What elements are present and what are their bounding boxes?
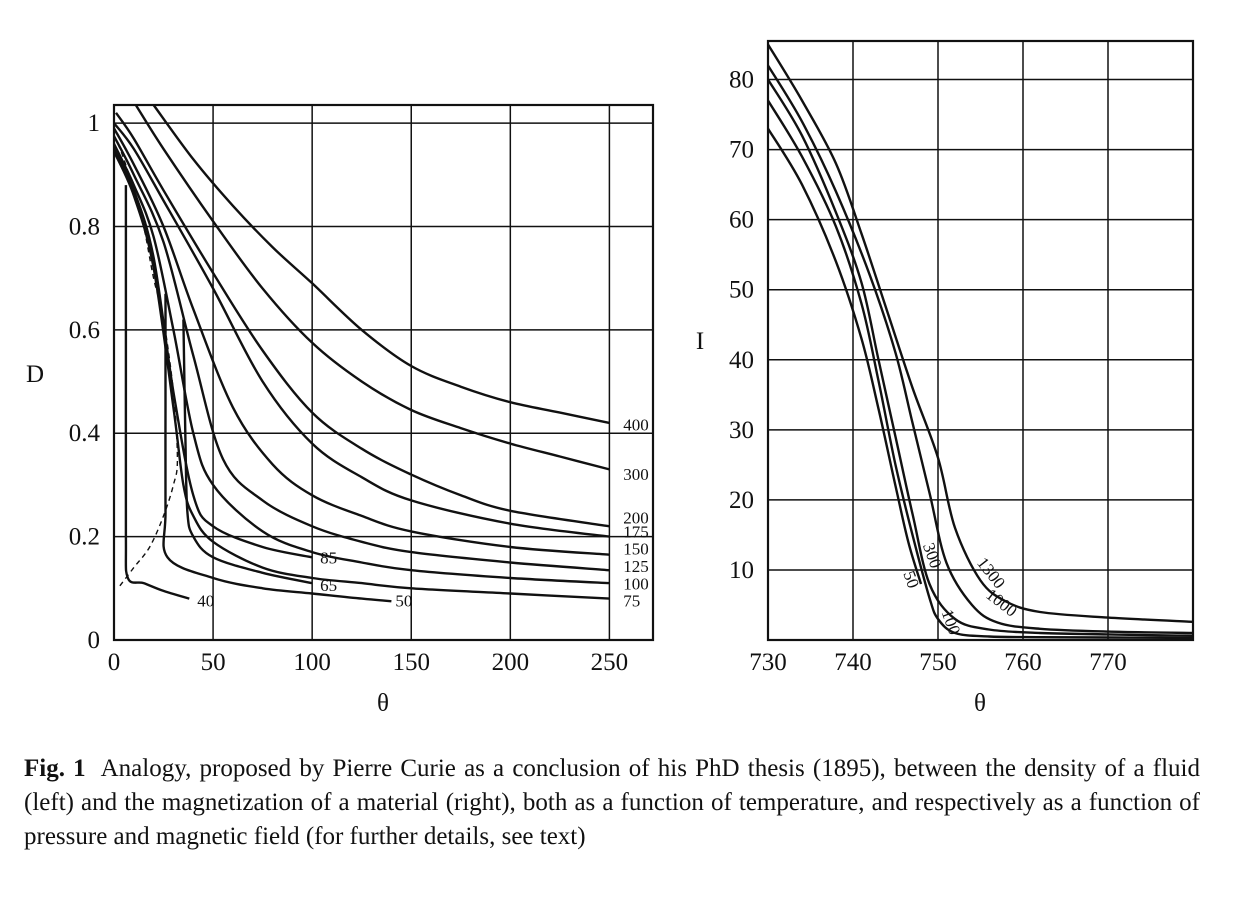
left-curve-65 [182,319,313,585]
right-y-tick-label: 50 [729,277,754,304]
right-y-tick-label: 60 [729,207,754,234]
right-curve-label-1300: 1300 [973,554,1009,592]
left-curve-label-100: 100 [623,574,649,593]
left-plot-frame [112,103,655,642]
right-curve-100 [766,99,1194,640]
left-x-tick-label: 250 [591,649,629,676]
left-curve-50 [162,293,392,603]
left-y-tick-label: 0.2 [69,524,100,551]
right-y-tick-label: 10 [729,557,754,584]
left-curve-label-65: 65 [320,576,337,595]
left-x-tick-label: 100 [293,649,331,676]
left-curve-label-125: 125 [623,557,649,576]
right-curve-1000 [766,64,1194,635]
right-y-tick-label: 70 [729,137,754,164]
left-curve-400 [152,104,610,425]
caption-label: Fig. 1 [24,755,86,782]
right-y-tick-label: 80 [729,67,754,94]
left-x-tick-label: 150 [392,649,430,676]
right-x-tick-label: 770 [1089,649,1127,676]
right-x-axis-label: θ [974,690,986,717]
left-curve-label-200: 200 [623,509,649,528]
left-curve-75 [112,151,610,600]
left-y-tick-label: 0.8 [69,213,100,240]
left-curve-label-150: 150 [623,540,649,559]
left-curve-175 [113,122,610,538]
left-y-tick-label: 1 [88,110,101,137]
right-x-tick-label: 760 [1004,649,1042,676]
figure: 0 50 100 150 200 250 0 0.2 0.4 0.6 0.8 1 θ D 400 300 200… [26,39,1195,717]
left-curve-100 [112,143,610,585]
left-curve-300 [134,104,610,471]
right-curve-50 [766,127,923,585]
left-curve-label-175: 175 [623,523,649,542]
right-curve-300 [766,78,1194,637]
left-x-tick-label: 50 [201,649,226,676]
left-curve-label-300: 300 [623,465,649,484]
left-y-tick-label: 0.4 [69,420,101,447]
left-curve-85 [112,148,313,559]
left-curve-200 [115,112,610,528]
right-x-tick-label: 730 [749,649,787,676]
right-y-tick-label: 30 [729,417,754,444]
right-curve-label-50: 50 [899,568,923,590]
left-curve-label-50: 50 [395,591,412,610]
left-curve-150 [112,127,610,556]
right-y-tick-label: 40 [729,347,754,374]
right-x-tick-label: 740 [834,649,872,676]
right-curve-1300 [766,43,1194,623]
figure-caption: Fig. 1 Analogy, proposed by Pierre Curie… [24,752,1200,854]
right-y-axis-label: I [696,328,704,355]
caption-text: Analogy, proposed by Pierre Curie as a c… [24,755,1200,850]
left-y-tick-label: 0 [88,627,101,654]
left-curve-label-85: 85 [320,548,337,567]
left-curve-label-400: 400 [623,416,649,435]
left-x-tick-label: 200 [492,649,530,676]
left-curve-label-75: 75 [623,591,640,610]
right-plot-frame [766,39,1195,642]
left-y-axis-label: D [26,361,44,388]
left-curve-40 [124,185,190,600]
right-y-tick-label: 20 [729,487,754,514]
left-curve-125 [112,135,610,572]
right-x-tick-label: 750 [919,649,957,676]
left-curve-label-40: 40 [197,591,214,610]
left-x-axis-label: θ [377,690,389,717]
left-y-tick-label: 0.6 [69,317,100,344]
left-x-tick-label: 0 [108,649,121,676]
left-dashed-boundary-curve [117,143,179,589]
